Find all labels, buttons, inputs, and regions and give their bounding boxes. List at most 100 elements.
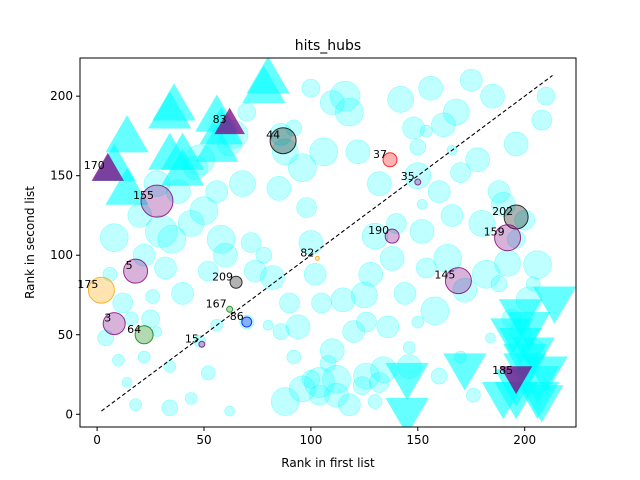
background-point [494, 249, 521, 277]
background-point [112, 292, 134, 314]
background-point [342, 320, 365, 343]
background-point [289, 375, 316, 403]
highlighted-point-170 [91, 152, 124, 181]
highlighted-point-86 [241, 316, 253, 328]
background-point [480, 83, 505, 109]
background-point [255, 246, 273, 264]
background-point [296, 197, 317, 218]
background-point [279, 292, 300, 314]
background-point [237, 102, 257, 122]
point-label: 86 [230, 310, 244, 323]
background-point [379, 246, 405, 271]
background-point [266, 176, 292, 201]
background-point [402, 341, 416, 354]
highlighted-point-3 [102, 312, 126, 336]
diagonal-reference-line [101, 75, 553, 412]
background-point [523, 250, 552, 280]
background-point [450, 162, 471, 183]
background-point [319, 355, 337, 372]
point-label: 175 [77, 278, 98, 291]
background-point [262, 319, 274, 331]
background-point [427, 180, 451, 203]
x-tick-label: 0 [93, 433, 101, 447]
highlighted-point-155 [140, 184, 174, 218]
background-point [442, 98, 470, 126]
background-point [129, 398, 142, 412]
background-point [386, 213, 407, 234]
background-point [319, 338, 345, 363]
point-label: 190 [368, 224, 389, 237]
background-point [358, 262, 384, 287]
background-point [416, 199, 428, 210]
background-point [465, 147, 490, 173]
highlighted-point-145 [444, 267, 472, 295]
point-label: 35 [401, 170, 415, 183]
background-point [411, 315, 425, 329]
background-point [491, 192, 516, 217]
background-point [154, 256, 177, 280]
background-point [137, 350, 151, 364]
triangle-down-point [498, 299, 543, 337]
background-point [285, 314, 311, 340]
background-point [269, 123, 293, 146]
highlighted-point-167 [226, 305, 234, 313]
point-label: 15 [185, 332, 199, 345]
background-point [330, 287, 356, 313]
highlighted-point-202 [503, 204, 529, 230]
background-point [514, 209, 535, 231]
background-point [324, 382, 349, 408]
background-point [144, 215, 178, 248]
point-label: 82 [300, 246, 314, 259]
background-point [369, 372, 390, 393]
background-point [322, 364, 351, 394]
highlighted-point-35 [414, 178, 422, 186]
background-point [301, 78, 321, 98]
background-point [304, 367, 335, 398]
highlighted-point-37 [382, 152, 398, 168]
background-point [288, 153, 317, 183]
background-point [393, 282, 417, 305]
background-point [145, 289, 160, 304]
background-point [272, 323, 290, 340]
background-point [121, 377, 133, 388]
background-point [536, 86, 556, 106]
highlighted-point-82 [314, 255, 320, 261]
background-point [430, 367, 448, 385]
background-point [260, 265, 285, 290]
background-point [303, 263, 327, 286]
background-point [335, 97, 364, 127]
background-point [298, 230, 324, 255]
background-point [471, 260, 501, 289]
background-point [151, 326, 163, 337]
point-label: 170 [84, 159, 105, 172]
background-point [485, 332, 496, 344]
background-point [351, 281, 378, 309]
background-point [404, 162, 432, 189]
background-point [468, 210, 496, 237]
background-point [431, 112, 456, 138]
y-axis-title: Rank in second list [23, 186, 37, 299]
background-point [409, 219, 435, 244]
background-point [301, 369, 321, 389]
triangle-down-point [511, 337, 555, 375]
background-point [352, 376, 372, 395]
background-point [503, 131, 529, 157]
background-point [206, 225, 236, 254]
triangle-down-point [385, 362, 429, 401]
background-point [376, 315, 400, 339]
background-point [367, 171, 392, 196]
background-point [367, 394, 383, 409]
triangle-up-point [161, 148, 205, 186]
background-point [99, 223, 129, 253]
background-point [157, 225, 187, 254]
x-tick-label: 200 [513, 433, 536, 447]
highlighted-point-5 [123, 258, 149, 284]
triangle-down-point [520, 385, 564, 423]
background-point [193, 334, 207, 348]
background-point [420, 296, 450, 326]
background-point [200, 365, 216, 381]
background-point [356, 311, 377, 333]
background-point [531, 109, 553, 131]
background-point [409, 138, 427, 156]
background-point [459, 68, 483, 92]
